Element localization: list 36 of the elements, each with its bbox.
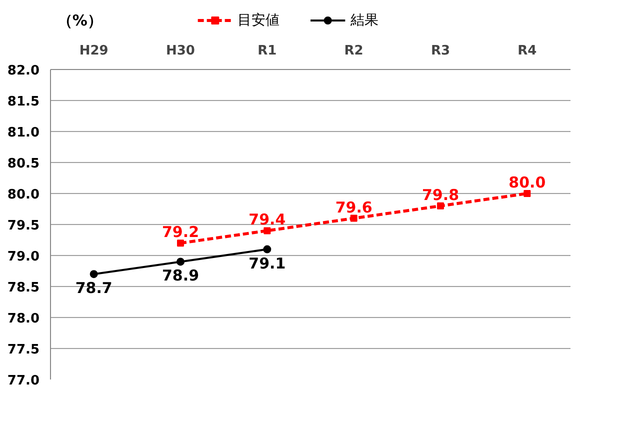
y-tick-label: 78.0 [7,312,40,326]
x-tick-label: R3 [430,44,450,58]
legend-label: 結果 [349,12,378,28]
y-axis-title: （%） [57,12,102,30]
data-label: 78.9 [162,266,200,285]
y-tick-label: 79.0 [7,250,40,264]
y-tick-label: 79.5 [7,218,40,234]
x-tick-label: R1 [258,44,277,58]
y-tick-label: 77.0 [7,374,40,388]
y-tick-label: 82.0 [7,64,40,78]
point [524,190,531,197]
point [263,245,272,254]
point [437,202,444,210]
y-tick-label: 81.0 [7,126,40,140]
point [350,214,358,222]
legend-label: 目安値 [238,12,280,28]
data-label: 79.8 [422,186,460,204]
point [90,270,98,278]
data-label: 79.6 [335,198,372,216]
y-tick-label: 78.5 [7,280,40,296]
y-tick-label: 77.5 [7,342,40,358]
data-label: 79.2 [162,223,200,242]
x-tick-label: H29 [79,44,108,58]
data-label: 79.4 [248,210,286,229]
x-tick-label: R2 [344,44,364,58]
y-tick-label: 80.5 [7,156,40,172]
x-tick-label: R4 [518,44,537,58]
x-tick-label: H30 [166,44,195,58]
y-tick-label: 81.5 [7,94,40,110]
point [176,258,184,266]
data-label: 80.0 [508,174,546,192]
data-label: 79.1 [248,254,286,272]
y-tick-label: 80.0 [7,188,40,202]
point [177,240,184,247]
point [264,227,271,234]
data-label: 78.7 [75,279,112,298]
